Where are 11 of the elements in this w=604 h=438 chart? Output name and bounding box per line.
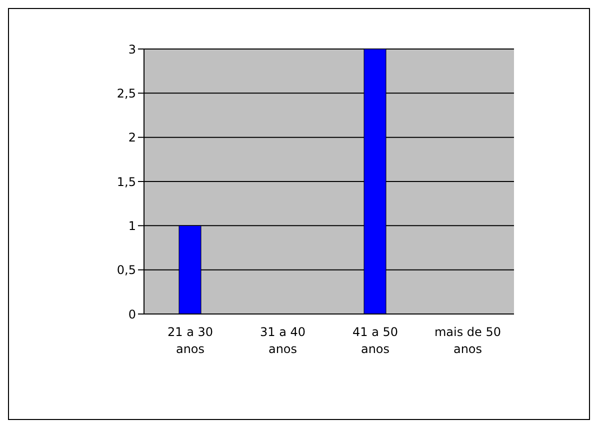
y-tick-label: 2 — [128, 130, 136, 145]
y-tick-label: 0,5 — [116, 263, 136, 278]
x-tick-label: mais de 50 anos — [434, 325, 502, 356]
y-tick-label: 2,5 — [116, 86, 136, 100]
y-tick-label: 0 — [128, 307, 136, 322]
x-tick-label: 21 a 30 anos — [167, 325, 214, 356]
y-tick-label: 1,5 — [116, 174, 136, 189]
y-tick-label: 3 — [128, 42, 136, 56]
y-tick-label: 1 — [128, 218, 136, 233]
x-tick-label: 41 a 50 anos — [352, 325, 398, 356]
x-tick-label: 31 a 40 anos — [260, 325, 306, 356]
